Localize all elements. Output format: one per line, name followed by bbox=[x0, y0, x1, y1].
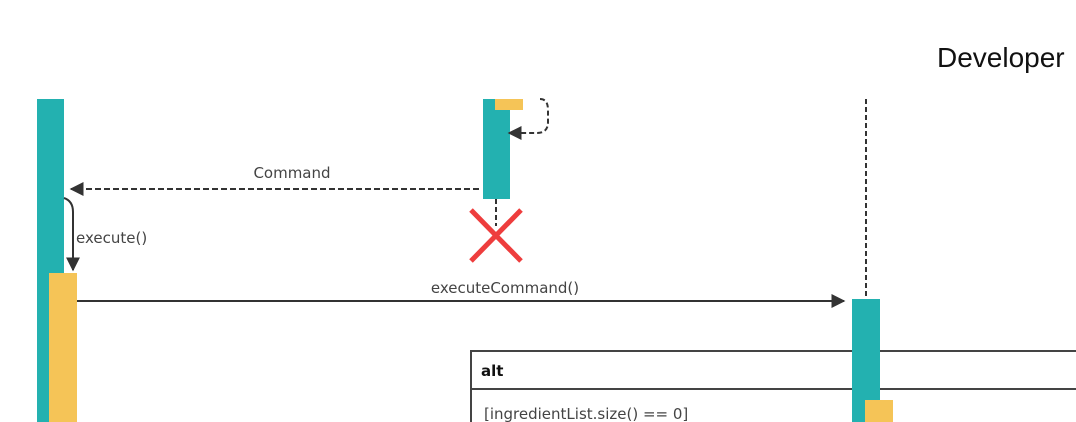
destroy-mark-stroke-2 bbox=[469, 208, 523, 263]
alt-frame bbox=[470, 350, 1076, 422]
execute-label: execute() bbox=[76, 229, 147, 247]
participant-developer-title: Developer bbox=[937, 42, 1065, 73]
self-call-arrow bbox=[507, 98, 549, 140]
alt-frame-guard: [ingredientList.size() == 0] bbox=[484, 405, 688, 422]
command-lifeline-bar bbox=[483, 99, 510, 199]
alt-frame-operator: alt bbox=[481, 362, 503, 380]
execute-command-label: executeCommand() bbox=[431, 279, 579, 297]
execute-arrow bbox=[63, 197, 80, 272]
command-label: Command bbox=[253, 164, 330, 182]
left-activation-box bbox=[49, 273, 77, 422]
command-activation-box bbox=[495, 99, 523, 110]
developer-activation-box bbox=[865, 400, 893, 422]
